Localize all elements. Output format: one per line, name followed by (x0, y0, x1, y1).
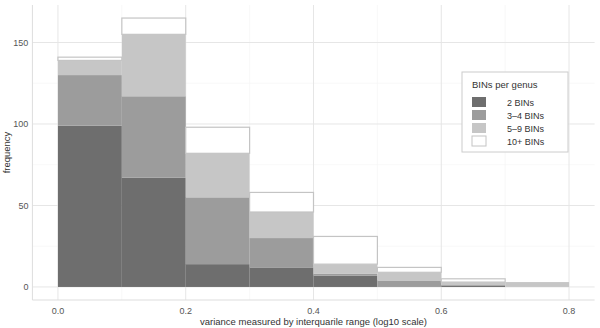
bar (441, 279, 505, 282)
bar (314, 276, 378, 287)
x-grid-line (569, 5, 570, 300)
x-tick-label: 0.0 (52, 306, 65, 316)
bar (58, 57, 122, 60)
bar (122, 18, 186, 34)
x-grid-line (441, 5, 442, 300)
bar (314, 264, 378, 274)
bar (122, 34, 186, 96)
y-axis-title: frequency (1, 131, 12, 173)
bar (250, 267, 314, 287)
bar (314, 274, 378, 276)
bar (377, 280, 441, 287)
chart: 0 50 100 150 0.0 0.2 0.4 0.6 0.8 variance measure… (0, 0, 600, 328)
y-tick-label: 0 (23, 282, 28, 292)
bar (186, 153, 250, 197)
y-tick-label: 100 (13, 119, 28, 129)
x-axis-line (32, 300, 594, 301)
bar (377, 272, 441, 280)
x-tick-label: 0.2 (179, 306, 192, 316)
y-tick-label: 50 (18, 201, 28, 211)
bar (122, 96, 186, 177)
legend-label: 5–9 BINs (507, 124, 545, 134)
bar (186, 127, 250, 153)
bars (58, 18, 569, 287)
legend-key (472, 123, 486, 133)
legend-label: 3–4 BINs (507, 111, 545, 121)
legend-key (472, 110, 486, 120)
bar (58, 75, 122, 126)
x-tick-label: 0.8 (563, 306, 576, 316)
bar (58, 126, 122, 287)
legend-box (462, 72, 568, 152)
bar (505, 281, 569, 282)
bar (250, 192, 314, 212)
x-axis-title: variance measured by interquarile range … (200, 316, 427, 327)
bar (314, 236, 378, 264)
x-tick-label: 0.6 (435, 306, 448, 316)
bar (250, 212, 314, 238)
bar (186, 197, 250, 264)
legend-title: BINs per genus (472, 79, 538, 90)
legend-key (472, 97, 486, 107)
bar (505, 282, 569, 287)
legend-label: 10+ BINs (507, 137, 545, 147)
bar (250, 238, 314, 267)
bar (122, 178, 186, 287)
bar (377, 267, 441, 272)
y-tick-label: 150 (13, 38, 28, 48)
bar (58, 60, 122, 75)
bar (441, 285, 505, 287)
grid (32, 5, 594, 300)
bar (186, 264, 250, 287)
legend-key (472, 136, 486, 146)
x-tick-label: 0.4 (307, 306, 320, 316)
legend-label: 2 BINs (507, 98, 535, 108)
y-axis-line (32, 5, 33, 300)
legend: BINs per genus 2 BINs 3–4 BINs 5–9 BINs 10+ … (462, 72, 568, 152)
